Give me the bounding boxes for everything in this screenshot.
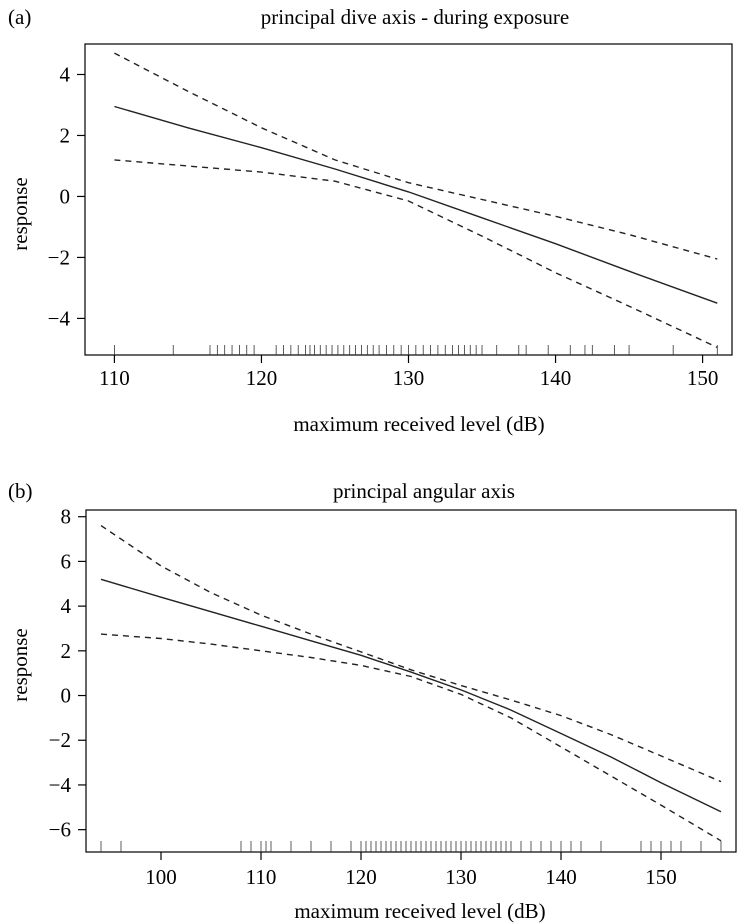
panel-a-series-fit: [114, 105, 718, 304]
panel-b-ytick-label: 8: [61, 505, 72, 529]
panel-b-xtick-label: 150: [645, 865, 677, 889]
panel-a-title: principal dive axis - during exposure: [261, 5, 570, 29]
panel-b-ylabel: response: [8, 628, 32, 701]
panel-b-plot: −6 −4 −2 0 2 4 6 8 100 110 120 130 140 150: [49, 505, 737, 889]
panel-a-xtick-label: 130: [393, 366, 425, 390]
panel-b-series-fit: [100, 578, 722, 813]
panel-a-series-lower: [114, 159, 718, 349]
panel-b-xtick-label: 140: [545, 865, 577, 889]
panel-a-label: (a): [8, 5, 31, 29]
panel-a-ytick-label: 2: [60, 123, 71, 147]
panel-b: (b) principal angular axis −6 −4 −2 0 2 4 6 8 10…: [8, 479, 737, 923]
panel-b-ytick-label: 4: [61, 594, 72, 618]
panel-b-ytick-label: 0: [61, 684, 72, 708]
panel-a-xtick-label: 140: [540, 366, 572, 390]
panel-a-xtick-label: 120: [246, 366, 278, 390]
panel-b-xlabel: maximum received level (dB): [294, 899, 545, 923]
panel-b-ytick-label: 6: [61, 549, 72, 573]
panel-a-ytick-label: −2: [48, 245, 70, 269]
panel-b-xtick-label: 100: [145, 865, 177, 889]
panel-a: (a) principal dive axis - during exposur…: [8, 5, 733, 436]
panel-a-ytick-label: 4: [60, 62, 71, 86]
panel-b-series-upper: [100, 525, 722, 783]
panel-b-label: (b): [8, 479, 33, 503]
panel-a-ytick-label: 0: [60, 184, 71, 208]
panel-a-ylabel: response: [8, 177, 32, 250]
panel-b-ytick-label: −2: [49, 728, 71, 752]
panel-a-xtick-label: 150: [687, 366, 719, 390]
panel-b-ytick-label: −4: [49, 773, 72, 797]
panel-b-xtick-label: 130: [445, 865, 477, 889]
panel-b-ytick-label: 2: [61, 639, 72, 663]
panel-b-xtick-label: 110: [246, 865, 277, 889]
panel-b-frame: [85, 509, 737, 853]
panel-a-series-upper: [114, 52, 718, 260]
panel-a-frame: [84, 43, 733, 356]
panel-b-xtick-label: 120: [345, 865, 377, 889]
panel-b-title: principal angular axis: [333, 479, 515, 503]
panel-a-xlabel: maximum received level (dB): [293, 412, 544, 436]
panel-a-ytick-label: −4: [48, 306, 71, 330]
panel-a-plot: −4 −2 0 2 4 110 120 130 140 150: [48, 43, 733, 390]
panel-a-xtick-label: 110: [99, 366, 130, 390]
panel-b-series-lower: [100, 633, 722, 842]
panel-b-ytick-label: −6: [49, 818, 71, 842]
